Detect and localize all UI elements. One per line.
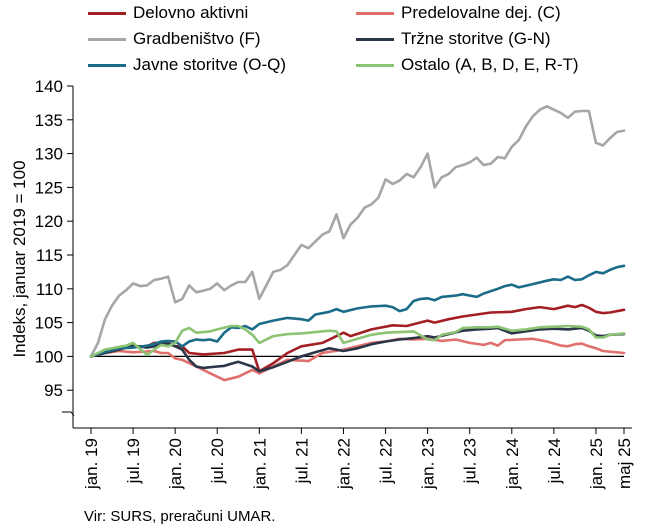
legend-label: Ostalo (A, B, D, E, R-T) <box>401 55 579 74</box>
legend-item-javne-storitve: Javne storitve (O-Q) <box>88 55 286 75</box>
x-tick-label: jan. 19 <box>82 438 101 490</box>
legend-swatch <box>356 11 394 15</box>
y-tick-label: 110 <box>36 280 63 299</box>
x-tick-label: jan. 22 <box>334 438 353 490</box>
legend-item-delovno-aktivni: Delovno aktivni <box>88 3 248 23</box>
y-tick-label: 100 <box>35 347 63 366</box>
legend-item-ostalo: Ostalo (A, B, D, E, R-T) <box>356 55 579 75</box>
y-tick-label: 135 <box>35 111 63 130</box>
x-tick-label: maj 25 <box>615 438 634 489</box>
x-tick-label: jul. 23 <box>461 438 480 484</box>
legend: Delovno aktivni Predelovalne dej. (C) Gr… <box>0 0 650 84</box>
x-tick-label: jul. 20 <box>208 438 227 484</box>
x-tick-label: jan. 21 <box>250 438 269 490</box>
legend-label: Predelovalne dej. (C) <box>401 3 561 22</box>
y-tick-label: 140 <box>35 77 63 96</box>
y-tick-label: 120 <box>35 212 63 231</box>
series-line-tr-ne-storitve-g-n <box>89 326 626 373</box>
x-tick-label: jul. 21 <box>292 438 311 484</box>
y-tick-label: 130 <box>35 145 63 164</box>
axis-break-mark <box>62 411 75 417</box>
y-tick-label: 95 <box>44 381 63 400</box>
source-note: Vir: SURS, preračuni UMAR. <box>84 508 276 525</box>
legend-item-trzne-storitve: Tržne storitve (G-N) <box>356 29 551 49</box>
series-line-delovno-aktivni <box>89 303 626 373</box>
legend-label: Delovno aktivni <box>133 3 249 22</box>
series-lines <box>89 105 626 382</box>
x-tick-label: jul. 24 <box>545 438 564 484</box>
y-tick-label: 125 <box>35 178 63 197</box>
legend-item-predelovalne: Predelovalne dej. (C) <box>356 3 561 23</box>
y-axis-label: Indeks, januar 2019 = 100 <box>10 160 29 358</box>
legend-swatch <box>88 63 126 67</box>
y-tick-label: 105 <box>35 314 63 333</box>
y-tick-label: 115 <box>36 246 63 265</box>
legend-swatch <box>88 37 126 41</box>
legend-label: Gradbeništvo (F) <box>133 29 261 48</box>
axes: 95 100 105 110 115 120 125 130 135 140 jan. 19 jul.… <box>35 77 634 490</box>
legend-item-gradbenistvo: Gradbeništvo (F) <box>88 29 261 49</box>
legend-swatch <box>88 11 126 15</box>
x-tick-label: jul. 22 <box>377 438 396 484</box>
series-line-ostalo-a-b-d-e-r-t <box>89 324 626 358</box>
legend-swatch <box>356 63 394 67</box>
x-tick-label: jul. 19 <box>124 438 143 484</box>
series-line-gradbeni-tvo-f <box>89 105 626 358</box>
x-tick-label: jan. 23 <box>419 438 438 490</box>
legend-swatch <box>356 37 394 41</box>
x-tick-label: jan. 25 <box>587 438 606 490</box>
legend-label: Javne storitve (O-Q) <box>133 55 287 74</box>
series-line-javne-storitve-o-q <box>89 264 626 358</box>
legend-label: Tržne storitve (G-N) <box>401 29 551 48</box>
x-tick-label: jan. 20 <box>166 438 185 490</box>
x-tick-label: jan. 24 <box>503 438 522 490</box>
